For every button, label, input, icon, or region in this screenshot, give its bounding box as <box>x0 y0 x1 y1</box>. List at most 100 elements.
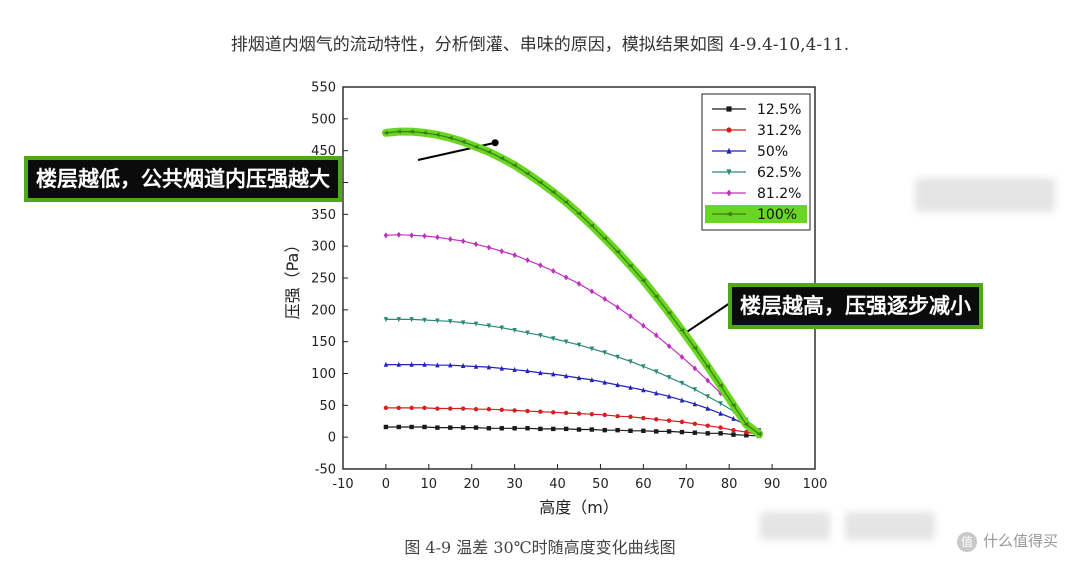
series-point <box>551 410 556 415</box>
watermark-logo-icon: 值 <box>956 531 977 552</box>
series-point <box>435 318 440 324</box>
y-axis-label: 压强（Pa） <box>283 237 302 320</box>
series-point <box>383 232 389 239</box>
series-point <box>486 244 492 251</box>
series-point <box>615 354 620 360</box>
series-point <box>576 211 582 216</box>
x-tick-label: 30 <box>506 477 523 492</box>
series-point <box>726 106 732 112</box>
callout-right-connector <box>684 300 734 335</box>
series-point <box>692 387 698 393</box>
series-point <box>551 267 556 274</box>
series-point <box>448 406 453 411</box>
series-point <box>615 304 620 311</box>
series-point <box>718 431 723 436</box>
series-point <box>512 328 517 334</box>
series-point <box>422 232 427 239</box>
series-point <box>730 403 736 408</box>
blurred-text-bottom-2 <box>845 512 935 540</box>
series-point <box>473 241 479 248</box>
series-point <box>486 406 492 412</box>
series-point <box>563 426 569 432</box>
chart-series <box>381 127 764 439</box>
y-tick-label: 500 <box>311 112 336 127</box>
series-point <box>538 370 543 376</box>
series-point <box>435 425 440 430</box>
series-line <box>385 318 760 431</box>
series-point <box>473 144 479 150</box>
y-tick-label: 250 <box>311 272 336 287</box>
series-point <box>383 317 389 323</box>
series-point <box>524 171 530 176</box>
figure-caption: 图 4-9 温差 30℃时随高度变化曲线图 <box>404 538 676 557</box>
series-point <box>589 377 595 383</box>
series-point <box>525 426 530 431</box>
series-point <box>435 234 440 241</box>
series-point <box>641 364 646 370</box>
series-point <box>486 149 492 155</box>
series-point <box>654 332 659 339</box>
series-point <box>460 320 466 326</box>
series-point <box>499 426 504 431</box>
legend-label: 100% <box>757 207 797 223</box>
x-tick-label: 0 <box>382 477 390 492</box>
series-point <box>641 387 646 393</box>
legend-label: 31.2% <box>757 123 801 139</box>
series-point <box>434 132 440 137</box>
series-point <box>692 365 698 372</box>
series-point <box>409 424 414 430</box>
x-tick-label: 90 <box>764 477 781 492</box>
series-point <box>628 313 633 320</box>
series-point <box>512 366 517 372</box>
series-point <box>551 426 556 432</box>
series-point <box>447 135 453 141</box>
series-point <box>641 322 646 329</box>
series-line <box>385 131 760 435</box>
series-line <box>385 364 760 433</box>
series-point <box>718 390 723 397</box>
series-point <box>717 383 723 388</box>
blurred-text-right <box>915 178 1055 212</box>
y-tick-label: 150 <box>311 335 336 350</box>
series-point <box>589 427 595 432</box>
series-point <box>422 361 427 367</box>
legend-label: 62.5% <box>757 165 801 181</box>
x-tick-label: 100 <box>803 477 828 492</box>
series-point <box>654 429 659 434</box>
series-point <box>499 407 504 412</box>
series-point <box>615 413 620 419</box>
y-tick-label: 450 <box>311 144 336 159</box>
series-point <box>589 412 595 417</box>
series-point <box>718 425 723 430</box>
series-point <box>422 405 427 411</box>
series-point <box>726 147 732 154</box>
x-tick-label: 50 <box>592 477 609 492</box>
series-point <box>538 409 543 414</box>
series-point <box>705 405 710 411</box>
series-point <box>435 406 440 411</box>
series-point <box>408 129 414 134</box>
series-point <box>396 317 401 323</box>
series-point <box>614 249 620 255</box>
series-point <box>615 427 620 433</box>
series-point <box>576 411 582 416</box>
series-point <box>576 342 582 348</box>
series-point <box>551 336 556 342</box>
series-point <box>460 139 466 144</box>
series-point <box>499 365 504 371</box>
y-tick-label: 200 <box>311 303 336 318</box>
series-point <box>395 129 401 134</box>
series-point <box>460 363 466 369</box>
series-point <box>679 353 685 360</box>
series-point <box>383 130 389 136</box>
series-point <box>551 371 556 377</box>
series-point <box>654 417 659 422</box>
x-tick-label: 80 <box>721 477 738 492</box>
series-point <box>499 325 504 331</box>
series-point <box>421 130 427 136</box>
series-point <box>589 288 595 295</box>
series-point <box>602 296 607 303</box>
series-point <box>666 375 672 381</box>
series-point <box>460 406 466 411</box>
series-point <box>383 361 389 367</box>
